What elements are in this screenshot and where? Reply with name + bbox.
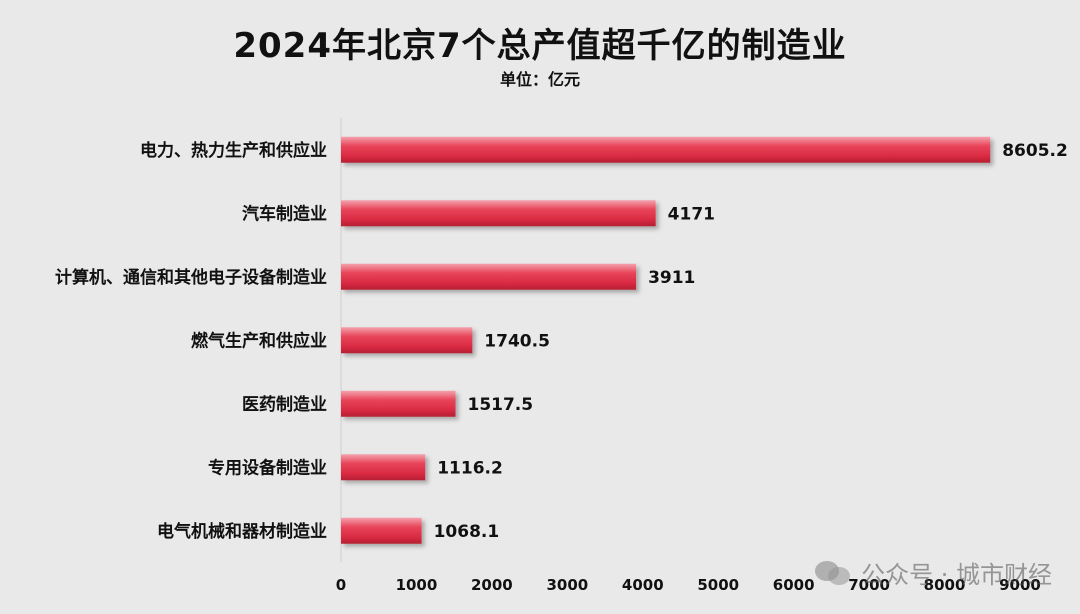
bar-6: [341, 517, 422, 544]
value-label: 1740.5: [484, 331, 550, 351]
chart-subtitle: 单位：亿元: [499, 70, 580, 89]
bar-1: [341, 200, 656, 227]
value-label: 1116.2: [437, 458, 503, 478]
bar-4: [341, 390, 456, 417]
category-label: 燃气生产和供应业: [191, 330, 327, 351]
category-label: 专用设备制造业: [208, 457, 327, 478]
category-label: 医药制造业: [242, 394, 327, 415]
category-label: 汽车制造业: [242, 203, 327, 224]
value-label: 1068.1: [434, 522, 500, 542]
watermark-text: 公众号 · 城市财经: [861, 561, 1052, 589]
value-label: 4171: [668, 204, 715, 224]
bar-3: [341, 327, 473, 354]
value-label: 8605.2: [1002, 141, 1068, 161]
watermark: 公众号 · 城市财经: [813, 555, 1052, 590]
bar-5: [341, 454, 426, 481]
chart-title: 2024年北京7个总产值超千亿的制造业: [233, 26, 847, 66]
x-tick-label: 7000: [848, 576, 890, 594]
x-tick-label: 0: [336, 576, 346, 594]
x-tick-label: 2000: [471, 576, 513, 594]
category-label: 电力、热力生产和供应业: [140, 140, 327, 161]
x-tick-label: 6000: [773, 576, 815, 594]
x-tick-label: 3000: [546, 576, 588, 594]
x-tick-label: 8000: [924, 576, 966, 594]
bar-0: [341, 136, 991, 163]
x-tick-label: 4000: [622, 576, 664, 594]
x-tick-label: 5000: [697, 576, 739, 594]
x-tick-label: 1000: [396, 576, 438, 594]
category-label: 计算机、通信和其他电子设备制造业: [55, 267, 327, 288]
x-tick-label: 9000: [999, 576, 1041, 594]
category-label: 电气机械和器材制造业: [157, 521, 327, 542]
value-label: 1517.5: [467, 395, 533, 415]
value-label: 3911: [648, 268, 695, 288]
bar-2: [341, 263, 637, 290]
wechat-icon: [815, 560, 851, 585]
